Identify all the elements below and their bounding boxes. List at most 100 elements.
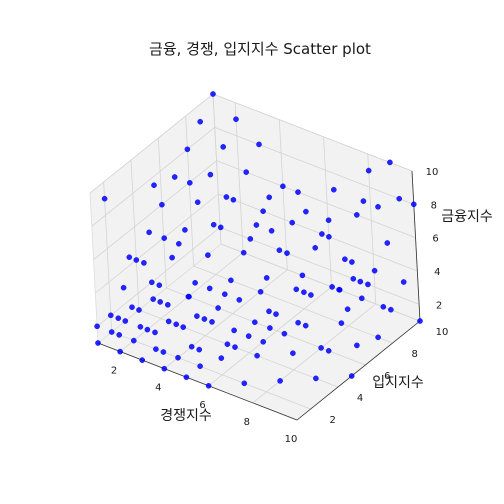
data-point	[290, 350, 296, 357]
data-point	[122, 318, 129, 324]
data-point	[280, 183, 286, 190]
x-tick-label: 4	[155, 383, 161, 394]
data-point	[192, 279, 198, 286]
data-point	[293, 286, 300, 293]
data-point	[230, 196, 237, 203]
data-point	[299, 272, 306, 279]
y-tick-label: 6	[384, 371, 390, 382]
grid-line	[96, 227, 221, 327]
data-point	[384, 240, 391, 246]
data-point	[175, 354, 181, 361]
data-point	[273, 311, 279, 317]
data-point	[268, 227, 275, 234]
data-point	[349, 259, 355, 265]
data-point	[188, 343, 195, 350]
y-tick-label: 4	[357, 393, 363, 404]
grid-line	[93, 160, 217, 260]
tick-labels: 2 4 6 8 10 2 4 6 8 10 2 4 6 8 10	[111, 167, 448, 445]
data-point	[312, 244, 319, 251]
data-point	[137, 323, 144, 330]
data-point	[325, 217, 332, 223]
grid-line	[138, 309, 339, 388]
data-point	[207, 171, 214, 178]
data-point	[276, 247, 283, 253]
data-point	[241, 380, 248, 387]
data-point	[205, 252, 211, 258]
data-point	[117, 348, 123, 355]
data-point	[357, 278, 364, 285]
data-point	[139, 357, 145, 363]
data-point	[289, 219, 296, 226]
data-point	[173, 321, 179, 328]
grid-line	[278, 119, 288, 270]
data-point	[206, 285, 213, 292]
x-axis-line	[97, 342, 298, 421]
data-point	[165, 318, 172, 325]
data-point	[101, 195, 108, 202]
grid-line	[218, 193, 418, 272]
data-point	[209, 319, 215, 325]
data-point	[380, 303, 387, 310]
data-point	[116, 332, 122, 338]
data-point	[396, 195, 403, 202]
data-point	[150, 296, 156, 302]
data-point	[233, 116, 239, 122]
data-point	[245, 333, 252, 339]
z-tick-label: 4	[434, 267, 440, 278]
grid-line	[212, 93, 222, 245]
grid-line	[367, 153, 377, 304]
data-point	[344, 306, 351, 313]
data-point	[354, 342, 360, 349]
data-point	[196, 346, 202, 353]
data-point	[108, 329, 115, 335]
data-point	[186, 179, 193, 186]
data-point	[210, 221, 217, 228]
grid-lines	[89, 93, 421, 421]
data-points	[94, 91, 423, 389]
data-point	[256, 141, 262, 148]
data-point	[129, 304, 135, 311]
data-point	[228, 277, 234, 284]
grid-line	[89, 93, 214, 194]
data-point	[260, 208, 266, 214]
grid-line	[323, 136, 332, 287]
data-point	[180, 324, 186, 330]
data-point	[254, 352, 260, 359]
data-point	[210, 91, 216, 97]
data-point	[108, 312, 114, 319]
grid-line	[111, 331, 311, 410]
data-point	[400, 279, 407, 285]
data-point	[223, 194, 230, 200]
data-point	[353, 212, 360, 218]
data-point	[152, 329, 158, 336]
data-point	[197, 363, 203, 370]
data-point	[175, 240, 182, 247]
grid-line	[193, 265, 393, 344]
data-point	[136, 307, 142, 313]
data-point	[325, 347, 332, 354]
data-point	[95, 340, 101, 346]
data-point	[365, 281, 371, 288]
data-point	[277, 378, 283, 384]
data-point	[260, 338, 267, 345]
data-point	[215, 305, 221, 311]
grid-line	[157, 137, 167, 289]
data-point	[266, 308, 272, 315]
grid-line	[119, 252, 244, 352]
data-point	[263, 275, 270, 281]
grid-line	[185, 115, 195, 267]
grid-line	[103, 181, 113, 333]
data-point	[217, 224, 224, 231]
y-tick-label: 10	[436, 327, 449, 338]
data-point	[183, 374, 190, 381]
x-tick-label: 2	[111, 366, 117, 377]
data-point	[284, 250, 290, 256]
data-point	[161, 365, 168, 372]
data-point	[115, 315, 122, 322]
data-point	[197, 118, 203, 125]
data-point	[130, 337, 137, 344]
data-point	[358, 295, 365, 302]
z-tick-label: 6	[432, 234, 438, 245]
data-point	[194, 313, 200, 319]
